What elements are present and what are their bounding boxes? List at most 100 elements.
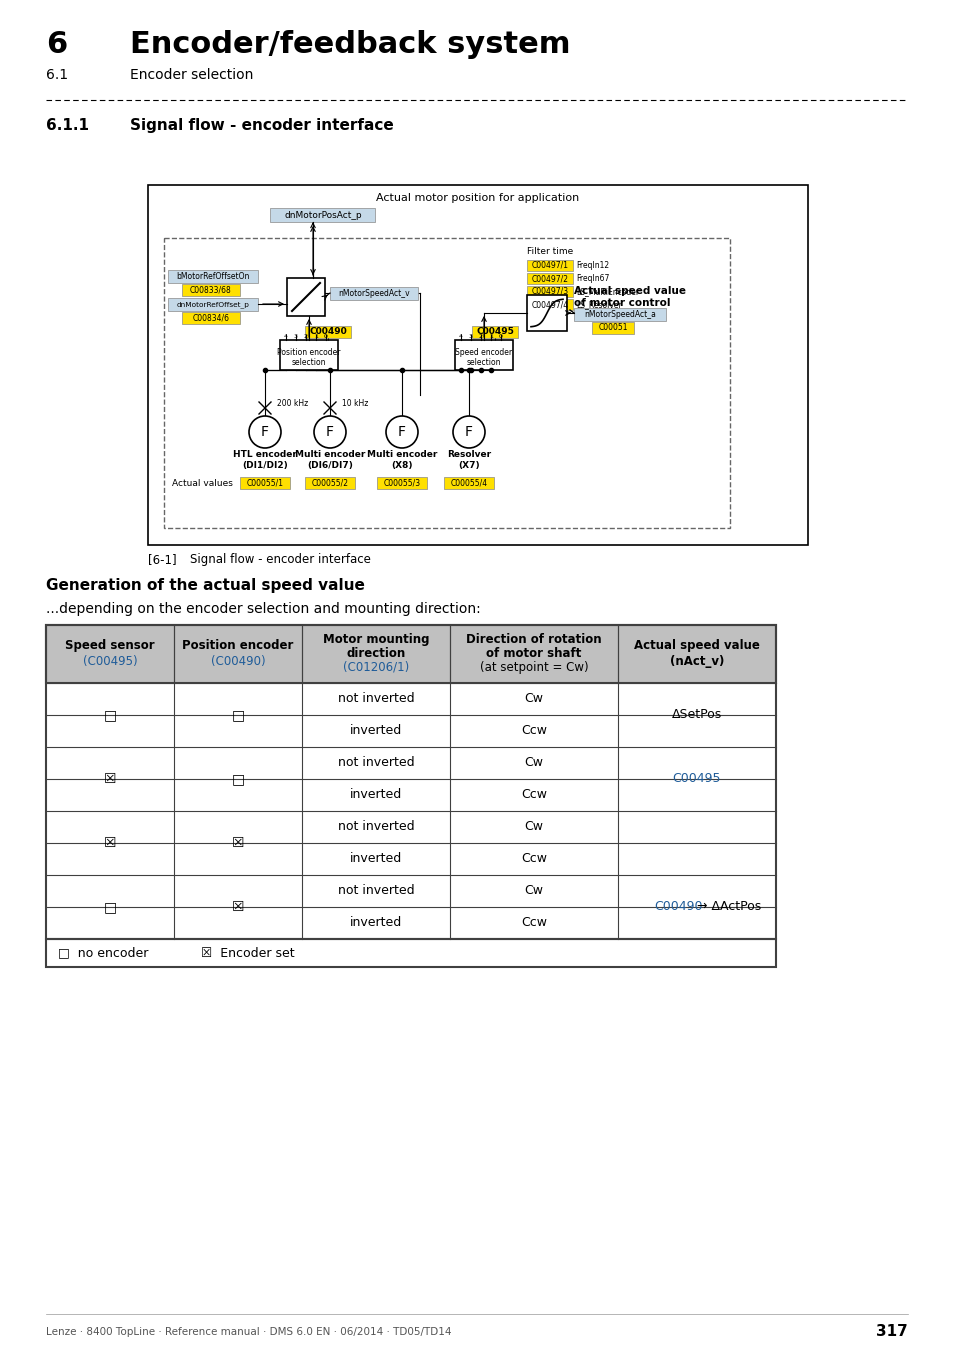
Bar: [526, 296, 566, 331]
Text: [6-1]: [6-1]: [148, 554, 176, 566]
Text: 2: 2: [478, 333, 482, 339]
Text: Speed encoder
selection: Speed encoder selection: [455, 348, 512, 367]
Text: LS_Resolver: LS_Resolver: [576, 300, 621, 309]
Circle shape: [249, 416, 281, 448]
Bar: [287, 278, 325, 316]
Text: Direction of rotation: Direction of rotation: [466, 633, 601, 647]
Bar: [240, 477, 290, 489]
Bar: [526, 273, 573, 284]
Bar: [376, 477, 427, 489]
Text: C00490: C00490: [309, 328, 347, 336]
Text: Generation of the actual speed value: Generation of the actual speed value: [46, 578, 364, 593]
Circle shape: [314, 416, 346, 448]
Text: Cw: Cw: [524, 693, 543, 706]
Text: (C00490): (C00490): [211, 655, 265, 668]
Bar: [472, 325, 517, 338]
Text: 1: 1: [489, 333, 493, 339]
Text: Signal flow - encoder interface: Signal flow - encoder interface: [130, 117, 394, 134]
Bar: [305, 477, 355, 489]
Bar: [168, 298, 257, 311]
Text: ☒: ☒: [104, 772, 116, 786]
Text: C00497/4: C00497/4: [531, 300, 568, 309]
Text: HTL encoder: HTL encoder: [233, 450, 296, 459]
Text: Signal flow - encoder interface: Signal flow - encoder interface: [190, 554, 371, 566]
Text: 0: 0: [324, 333, 328, 339]
Text: C00490: C00490: [654, 900, 702, 914]
Text: 4: 4: [458, 333, 462, 339]
Text: 2: 2: [304, 333, 308, 339]
Text: inverted: inverted: [350, 917, 402, 930]
Text: Cw: Cw: [524, 756, 543, 770]
Text: (X7): (X7): [457, 460, 479, 470]
Text: Encoder selection: Encoder selection: [130, 68, 253, 82]
Text: 200 kHz: 200 kHz: [276, 400, 308, 409]
Text: C00495: C00495: [672, 772, 720, 786]
Text: 317: 317: [876, 1324, 907, 1339]
Text: inverted: inverted: [350, 725, 402, 737]
Text: C00055/2: C00055/2: [312, 478, 348, 487]
Text: not inverted: not inverted: [337, 693, 414, 706]
Text: of motor shaft: of motor shaft: [486, 647, 581, 660]
Text: inverted: inverted: [350, 852, 402, 865]
Bar: [305, 325, 351, 338]
Circle shape: [453, 416, 484, 448]
Text: FreqIn12: FreqIn12: [576, 261, 608, 270]
Text: Resolver: Resolver: [446, 450, 491, 459]
Text: ☒: ☒: [104, 836, 116, 850]
Bar: [168, 270, 257, 284]
Text: Multi encoder: Multi encoder: [366, 450, 436, 459]
Text: Cw: Cw: [524, 884, 543, 898]
Text: Motor mounting: Motor mounting: [322, 633, 429, 647]
Text: 6: 6: [46, 30, 67, 59]
Text: Multi encoder: Multi encoder: [294, 450, 365, 459]
Text: C00497/3: C00497/3: [531, 288, 568, 296]
Bar: [270, 208, 375, 221]
Text: C00051: C00051: [598, 324, 627, 332]
Bar: [280, 340, 337, 370]
Bar: [526, 298, 573, 311]
Text: C00495: C00495: [476, 328, 514, 336]
Text: (nAct_v): (nAct_v): [669, 655, 723, 668]
Bar: [182, 284, 240, 296]
Text: 6.1.1: 6.1.1: [46, 117, 89, 134]
Text: C00055/3: C00055/3: [383, 478, 420, 487]
Text: 1: 1: [314, 333, 317, 339]
Text: (X8): (X8): [391, 460, 413, 470]
Text: Filter time: Filter time: [526, 247, 573, 256]
Bar: [164, 238, 729, 528]
Text: F: F: [326, 425, 334, 439]
Text: Ccw: Ccw: [520, 917, 546, 930]
Text: (C01206/1): (C01206/1): [342, 662, 409, 674]
Bar: [148, 185, 807, 545]
Text: Position encoder: Position encoder: [182, 639, 294, 652]
Text: 6.1: 6.1: [46, 68, 68, 82]
Text: C00055/1: C00055/1: [246, 478, 283, 487]
Text: □: □: [232, 772, 244, 786]
Text: F: F: [397, 425, 406, 439]
Bar: [526, 286, 573, 297]
Bar: [182, 312, 240, 324]
Text: FreqIn67: FreqIn67: [576, 274, 609, 284]
Text: C00497/2: C00497/2: [531, 274, 568, 284]
Text: (DI1/DI2): (DI1/DI2): [242, 460, 288, 470]
Text: ☒: ☒: [232, 836, 244, 850]
Text: Cw: Cw: [524, 821, 543, 833]
Text: Actual motor position for application: Actual motor position for application: [376, 193, 579, 202]
Text: C00055/4: C00055/4: [450, 478, 487, 487]
Bar: [592, 323, 634, 333]
Text: Ccw: Ccw: [520, 852, 546, 865]
Bar: [46, 625, 775, 940]
Text: dnMotorRefOffset_p: dnMotorRefOffset_p: [176, 301, 249, 308]
Text: □  no encoder: □ no encoder: [58, 946, 149, 960]
Text: C00497/1: C00497/1: [531, 261, 568, 270]
Text: Actual values: Actual values: [172, 478, 233, 487]
Text: → ΔActPos: → ΔActPos: [696, 900, 760, 914]
Text: 0: 0: [498, 333, 502, 339]
Text: Actual speed value: Actual speed value: [634, 639, 760, 652]
Text: □: □: [103, 900, 116, 914]
Text: Encoder/feedback system: Encoder/feedback system: [130, 30, 570, 59]
Bar: [443, 477, 494, 489]
Bar: [574, 308, 665, 321]
Text: □: □: [103, 707, 116, 722]
Text: C00833/68: C00833/68: [190, 285, 232, 294]
